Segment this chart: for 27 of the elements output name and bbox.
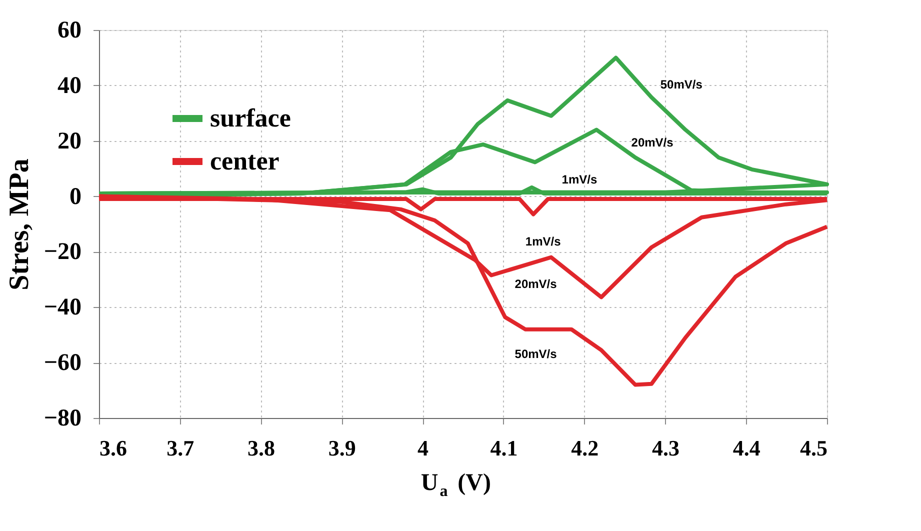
legend-label: surface bbox=[210, 104, 291, 132]
y-tick-label: −60 bbox=[44, 350, 82, 376]
x-tick-label: 4.2 bbox=[571, 436, 599, 460]
annotation: 1mV/s bbox=[562, 172, 598, 186]
y-tick-label: −20 bbox=[44, 239, 82, 266]
annotation: 20mV/s bbox=[631, 136, 674, 150]
y-tick-label: 20 bbox=[58, 128, 82, 154]
y-axis-title: Stres, MPa bbox=[4, 158, 35, 290]
y-tick-label: −40 bbox=[44, 294, 82, 321]
y-tick-label: −80 bbox=[44, 406, 82, 432]
x-tick-label: 3.6 bbox=[100, 436, 127, 460]
legend-label: center bbox=[210, 146, 280, 176]
x-tick-label: 3.9 bbox=[328, 436, 356, 460]
y-tick-label: 0 bbox=[70, 184, 82, 210]
x-tick-label: 3.8 bbox=[248, 436, 276, 460]
annotation: 1mV/s bbox=[525, 234, 562, 248]
x-tick-label: 4 bbox=[418, 436, 429, 460]
x-tick-label: 4.4 bbox=[732, 436, 760, 460]
annotation: 50mV/s bbox=[660, 77, 703, 92]
x-tick-label: 3.7 bbox=[166, 436, 194, 460]
y-tick-label: 40 bbox=[58, 72, 82, 99]
x-tick-label: 4.5 bbox=[800, 436, 828, 460]
x-tick-label: 4.1 bbox=[490, 436, 518, 460]
x-tick-label: 4.3 bbox=[652, 436, 680, 460]
annotation: 20mV/s bbox=[514, 277, 558, 292]
annotation: 50mV/s bbox=[514, 346, 558, 361]
y-tick-label: 60 bbox=[58, 18, 82, 44]
